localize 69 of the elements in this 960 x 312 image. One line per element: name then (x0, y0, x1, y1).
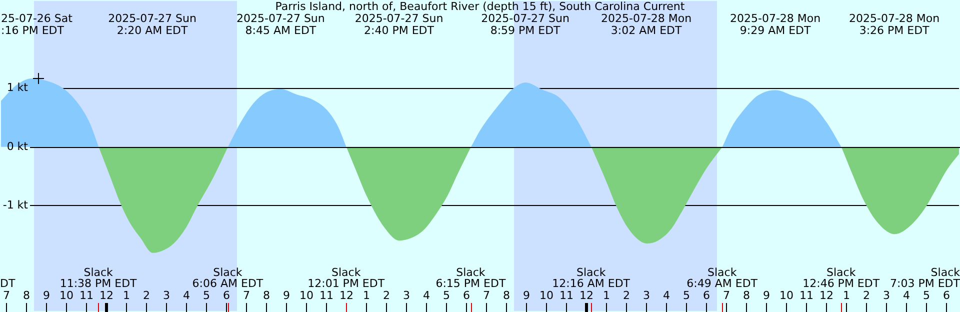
y-tick-label: 0 kt (6, 140, 29, 153)
x-tick-label: 3 (163, 288, 170, 302)
x-tick-label: 6 (463, 288, 470, 302)
x-tick-label: 11 (80, 288, 94, 302)
x-tick-label: 1 (603, 288, 610, 302)
annotation: 25-07-26 Sat :16 PM EDT (1, 12, 74, 37)
y-tick-label: 1 kt (6, 81, 29, 94)
annotation: 2025-07-27 Sun 8:59 PM EDT (481, 12, 570, 37)
x-tick-label: 2 (623, 288, 630, 302)
x-tick-label: 12 (340, 288, 354, 302)
x-tick-label: 1 (123, 288, 130, 302)
annotation: Slack 6:06 AM EDT (192, 266, 264, 290)
x-tick-label: 9 (43, 288, 50, 302)
annotation: Slack 12:46 PM EDT (802, 266, 880, 290)
x-tick-label: 4 (663, 288, 670, 302)
x-tick-label: 2 (383, 288, 390, 302)
annotation: 2025-07-27 Sun 8:45 AM EDT (236, 12, 325, 37)
x-tick-label: 8 (743, 288, 750, 302)
x-tick-label: 4 (183, 288, 190, 302)
x-tick-label: 3 (643, 288, 650, 302)
x-tick-label: 5 (203, 288, 210, 302)
annotation: Slack 7:03 PM EDT (890, 266, 960, 290)
x-tick-label: 10 (60, 288, 74, 302)
x-tick-label: 1 (843, 288, 850, 302)
annotation: Slack 6:49 AM EDT (686, 266, 758, 290)
x-tick-label: 11 (320, 288, 334, 302)
annotation: Slack 12:16 AM EDT (552, 266, 630, 290)
x-tick-label: 7 (483, 288, 490, 302)
annotation: 2025-07-27 Sun 2:40 PM EDT (354, 12, 444, 37)
x-tick-label: 2 (863, 288, 870, 302)
x-tick-label: 7 (3, 288, 10, 302)
x-tick-label: 5 (683, 288, 690, 302)
x-tick-label: 6 (943, 288, 950, 302)
x-tick-label: 4 (903, 288, 910, 302)
annotation: 2025-07-28 Mon 3:26 PM EDT (848, 12, 940, 37)
x-tick-label: 5 (923, 288, 930, 302)
x-tick-label: 6 (223, 288, 230, 302)
annotation: 2025-07-28 Mon 3:02 AM EDT (600, 12, 692, 37)
annotation: DT (0, 276, 16, 290)
x-tick-label: 12 (100, 288, 114, 302)
x-tick-label: 9 (763, 288, 770, 302)
x-tick-label: 3 (883, 288, 890, 302)
x-tick-label: 9 (283, 288, 290, 302)
annotation: Slack 12:01 PM EDT (308, 266, 385, 290)
x-tick-label: 8 (503, 288, 510, 302)
x-tick-label: 2 (143, 288, 150, 302)
x-tick-label: 4 (423, 288, 430, 302)
chart-title: Parris Island, north of, Beaufort River (depth 15 ft), South Carolina Current (275, 0, 686, 13)
x-tick-label: 10 (300, 288, 314, 302)
x-tick-label: 9 (523, 288, 530, 302)
x-tick-label: 1 (363, 288, 370, 302)
x-tick-label: 7 (243, 288, 250, 302)
x-tick-label: 8 (23, 288, 30, 302)
x-tick-label: 3 (403, 288, 410, 302)
x-tick-label: 11 (560, 288, 574, 302)
x-tick-label: 7 (723, 288, 730, 302)
annotation: 2025-07-27 Sun 2:20 AM EDT (108, 12, 196, 37)
x-tick-label: 12 (580, 288, 594, 302)
x-tick-label: 5 (443, 288, 450, 302)
annotation: Slack 11:38 PM EDT (60, 266, 138, 290)
x-tick-label: 10 (780, 288, 794, 302)
y-tick-label: -1 kt (2, 198, 29, 212)
annotation: Slack 6:15 PM EDT (436, 266, 506, 290)
x-tick-label: 11 (800, 288, 814, 302)
annotation: 2025-07-28 Mon 9:29 AM EDT (730, 12, 821, 37)
x-tick-label: 8 (263, 288, 270, 302)
x-tick-label: 12 (820, 288, 834, 302)
x-tick-label: 10 (540, 288, 554, 302)
x-tick-label: 6 (703, 288, 710, 302)
